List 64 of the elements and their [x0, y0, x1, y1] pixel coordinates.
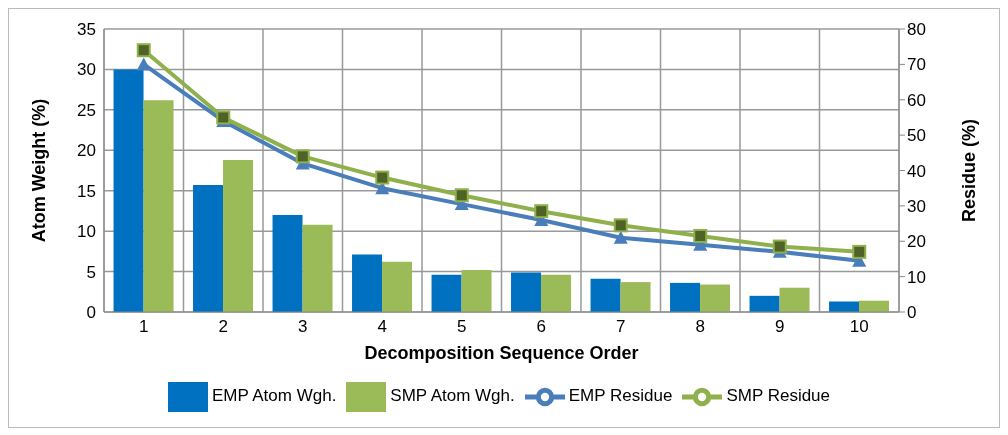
y2-tick-label: 10	[907, 267, 926, 287]
bar	[113, 69, 144, 312]
y2-tick-label: 50	[907, 126, 926, 146]
point	[852, 244, 867, 259]
y-tick-label: 15	[77, 181, 96, 201]
y-tick-label: 25	[77, 100, 96, 120]
y2-tick-label: 80	[907, 20, 926, 40]
x-tick-label: 10	[849, 317, 869, 337]
y-axis-title: Atom Weight (%)	[29, 98, 50, 243]
y-tick-label: 35	[77, 20, 96, 40]
y2-tick-label: 20	[907, 232, 926, 252]
y2-tick-label: 40	[907, 161, 926, 181]
bar	[143, 100, 174, 312]
bar	[193, 185, 224, 312]
bar	[223, 159, 254, 312]
x-tick-label: 7	[616, 317, 626, 337]
legend-label: EMP Residue	[568, 386, 673, 406]
y2-tick-label: 70	[907, 55, 926, 75]
y2-axis-title: Residue (%)	[959, 118, 980, 223]
y-tick-label: 10	[77, 222, 96, 242]
point	[375, 170, 390, 185]
y-tick-label: 5	[86, 262, 96, 282]
x-tick-label: 2	[218, 317, 228, 337]
legend-label: SMP Residue	[726, 386, 831, 406]
y2-tick-label: 0	[907, 303, 917, 323]
bar	[541, 274, 572, 312]
x-tick-label: 3	[298, 317, 308, 337]
legend-label: SMP Atom Wgh.	[390, 386, 515, 406]
y-tick-label: 0	[86, 303, 96, 323]
bar	[590, 278, 621, 312]
x-axis-title: Decomposition Sequence Order	[364, 343, 639, 363]
point	[534, 204, 549, 219]
x-tick-label: 4	[377, 317, 387, 337]
point	[613, 230, 628, 244]
x-tick-label: 9	[775, 317, 785, 337]
bar	[382, 261, 413, 312]
bar	[779, 287, 810, 312]
bar	[302, 224, 333, 312]
bar	[352, 254, 383, 312]
x-tick-label: 6	[536, 317, 546, 337]
bar	[461, 269, 492, 312]
bar	[700, 284, 731, 312]
bar	[620, 282, 651, 312]
point	[613, 218, 628, 233]
bar	[272, 214, 303, 312]
point	[136, 57, 151, 71]
x-tick-label: 8	[695, 317, 705, 337]
bar	[431, 274, 462, 312]
point	[772, 239, 787, 254]
y2-tick-label: 60	[907, 90, 926, 110]
bar	[829, 301, 860, 312]
bar	[511, 272, 542, 312]
point	[454, 188, 469, 203]
x-tick-label: 1	[139, 317, 149, 337]
y-tick-label: 30	[77, 60, 96, 80]
point	[136, 43, 151, 58]
bar	[749, 295, 780, 312]
x-tick-label: 5	[457, 317, 467, 337]
point	[295, 149, 310, 164]
point	[693, 228, 708, 243]
y2-tick-label: 30	[907, 196, 926, 216]
legend-label: EMP Atom Wgh.	[211, 386, 337, 406]
y-tick-label: 20	[77, 141, 96, 161]
bar	[670, 282, 701, 312]
